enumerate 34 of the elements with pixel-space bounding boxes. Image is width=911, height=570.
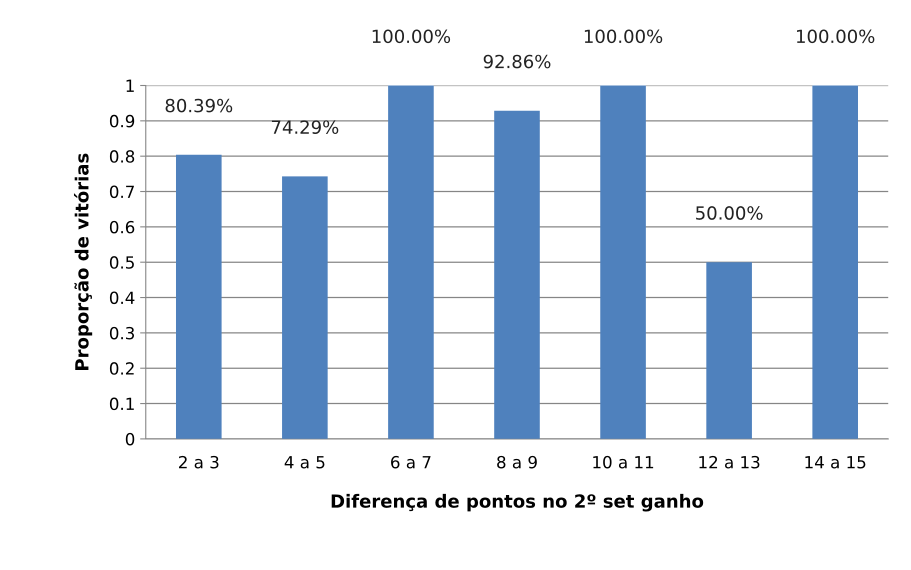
bar xyxy=(812,86,858,439)
data-label: 92.86% xyxy=(484,54,550,68)
x-tick-label: 2 a 3 xyxy=(179,456,218,468)
x-tick-label: 6 a 7 xyxy=(391,456,431,468)
data-label: 100.00% xyxy=(584,29,662,44)
y-tick-label: 0.6 xyxy=(110,220,134,234)
x-tick-label: 12 a 13 xyxy=(699,456,760,468)
y-tick-label: 1 xyxy=(126,80,134,92)
x-axis-title: Diferença de pontos no 2º set ganho xyxy=(332,494,704,512)
y-tick-label: 0.7 xyxy=(110,185,134,198)
bar xyxy=(706,262,752,439)
data-label: 100.00% xyxy=(372,29,450,44)
x-tick-label: 4 a 5 xyxy=(284,456,324,468)
x-tick-label: 14 a 15 xyxy=(805,456,866,468)
y-tick-label: 0.2 xyxy=(110,362,134,375)
x-tick-label: 10 a 11 xyxy=(593,456,654,468)
y-tick-label: 0.3 xyxy=(110,326,134,340)
y-tick-label: 0.8 xyxy=(110,150,134,163)
y-tick-label: 0 xyxy=(126,432,134,446)
bar xyxy=(600,86,646,439)
data-label: 100.00% xyxy=(797,29,874,44)
y-axis-title: Proporção de vitórias xyxy=(74,154,92,370)
data-label: 74.29% xyxy=(272,120,338,134)
data-label: 50.00% xyxy=(696,206,763,220)
data-label: 80.39% xyxy=(166,98,232,112)
bar xyxy=(176,154,222,439)
bar xyxy=(494,110,540,439)
y-tick-label: 0.1 xyxy=(110,398,134,410)
y-tick-label: 0.5 xyxy=(110,256,134,269)
bar xyxy=(388,86,434,439)
x-tick-label: 8 a 9 xyxy=(497,456,537,468)
y-tick-label: 0.9 xyxy=(110,114,134,128)
bar xyxy=(282,176,328,439)
y-tick-label: 0.4 xyxy=(110,292,134,304)
